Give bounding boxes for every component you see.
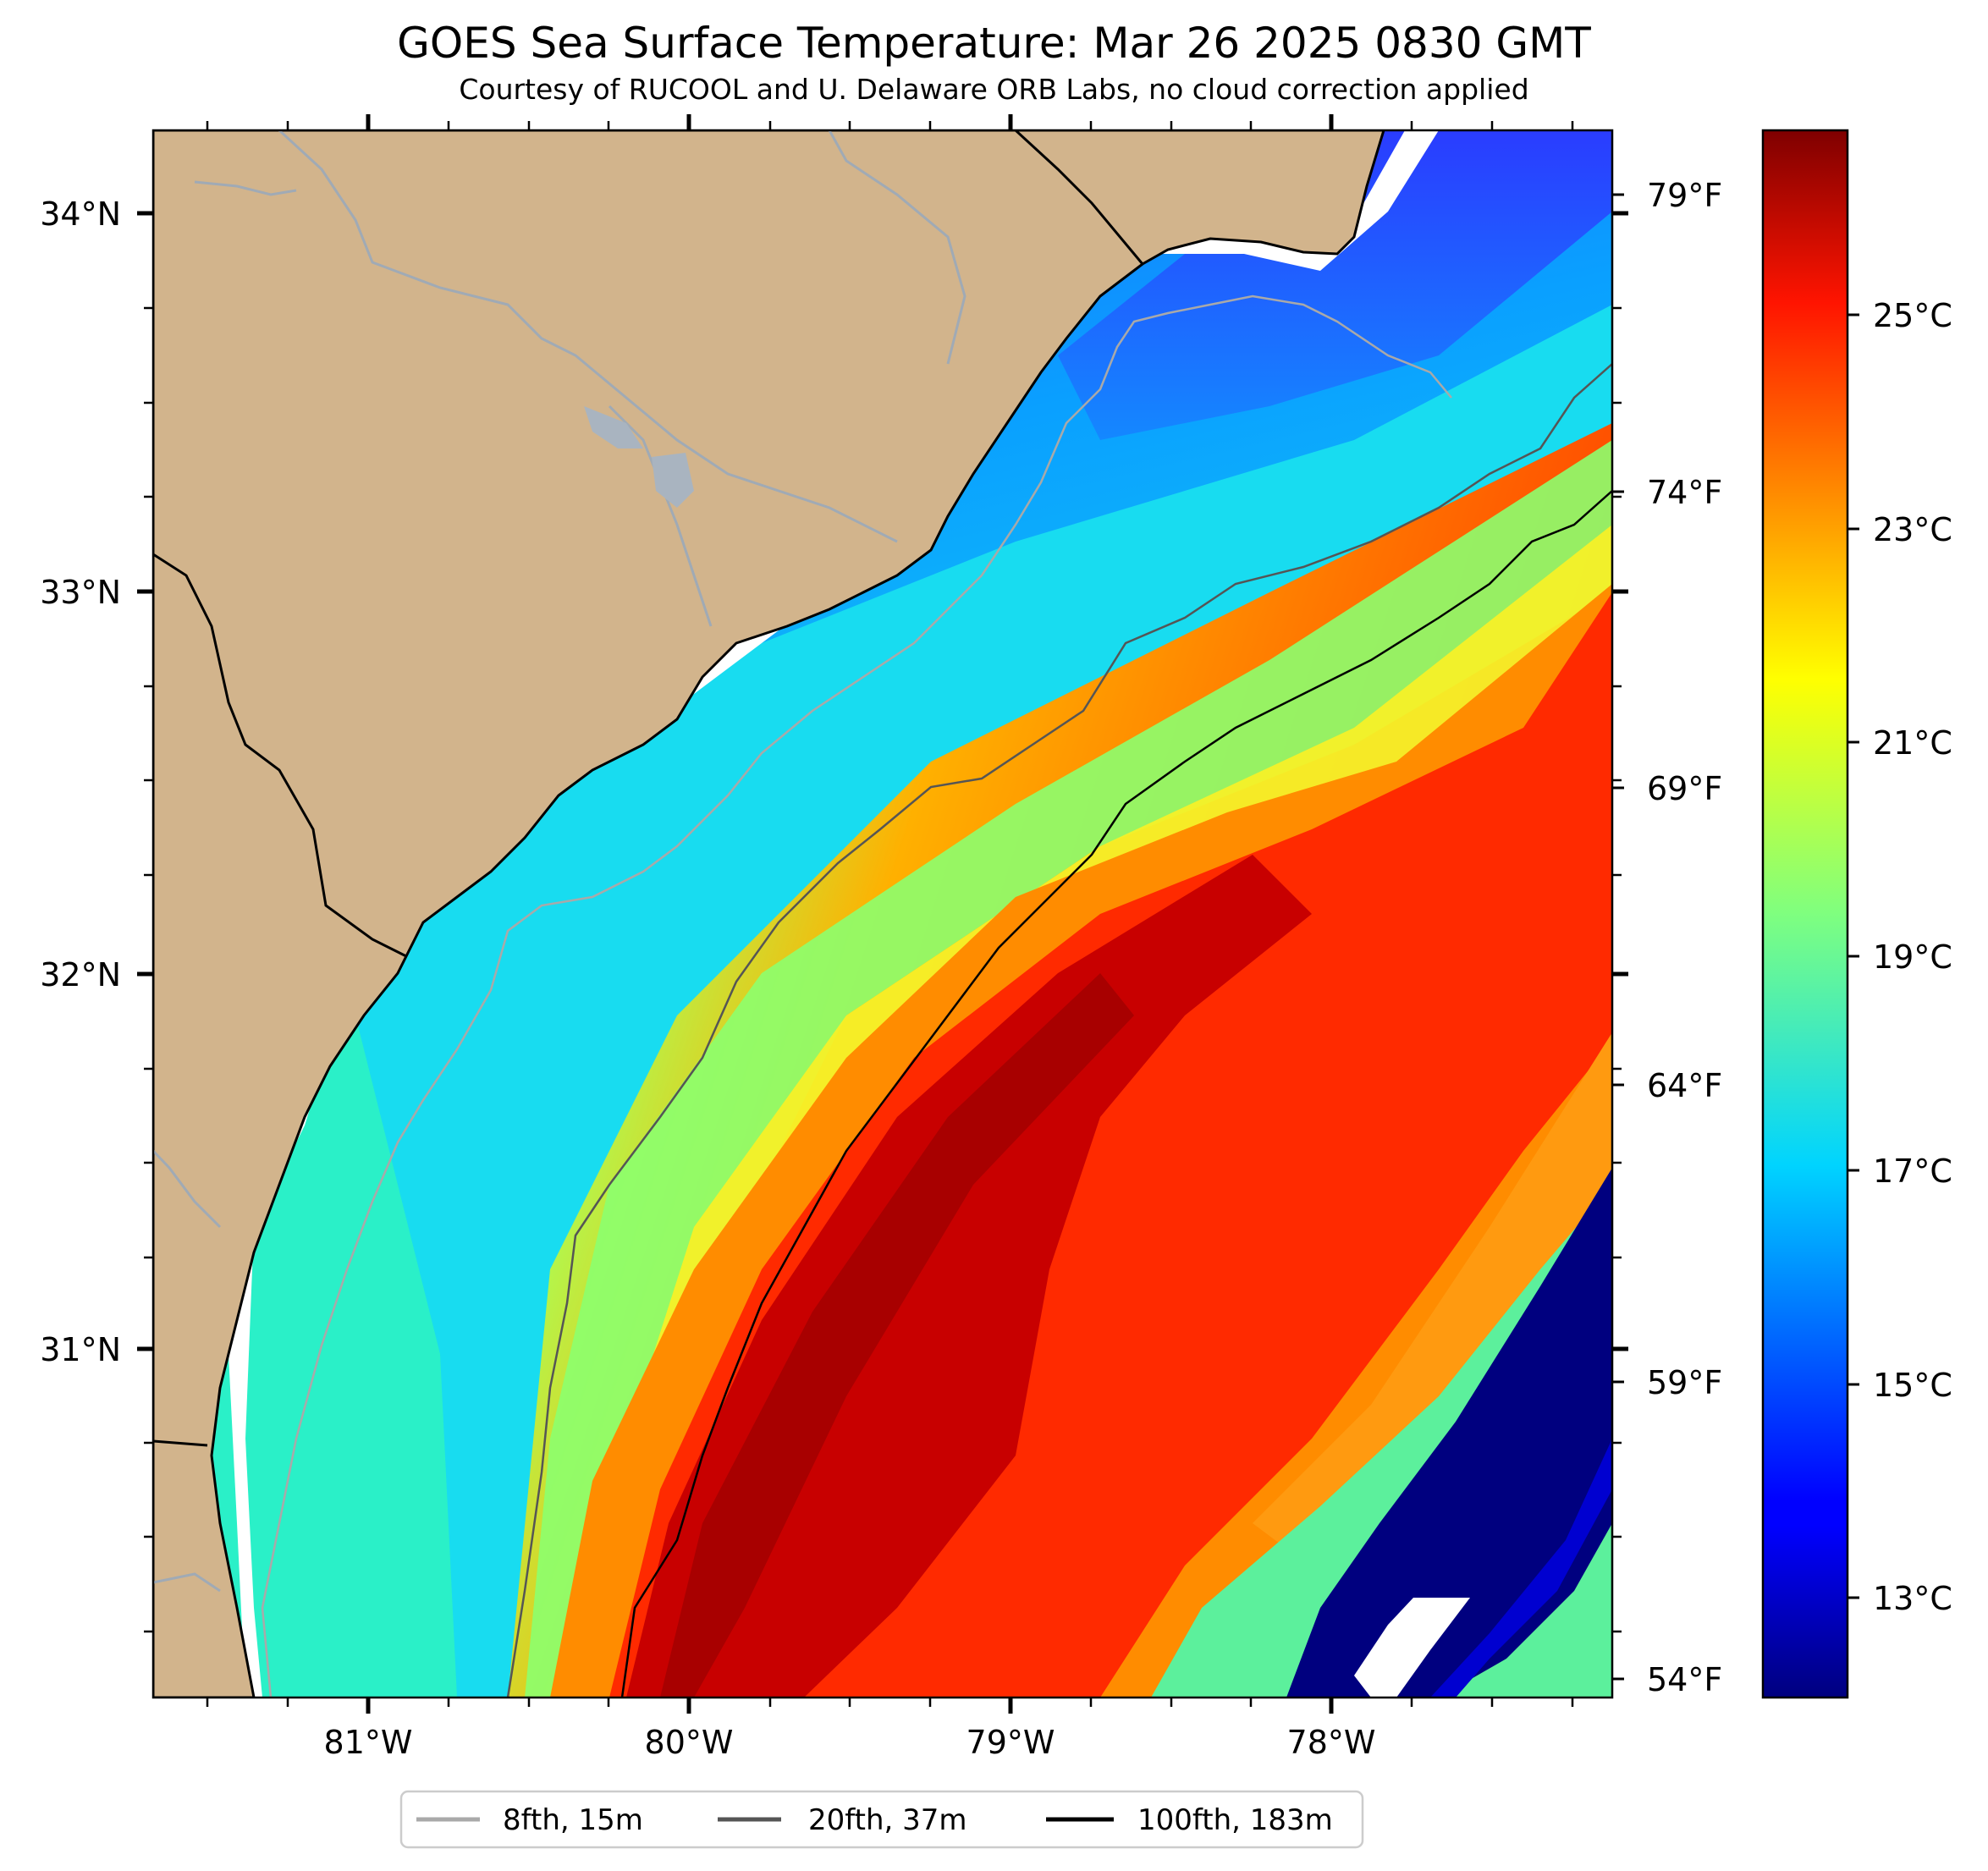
legend-label-100fth: 100fth, 183m [1137,1803,1333,1837]
map-title: GOES Sea Surface Temperature: Mar 26 202… [397,19,1591,68]
state-boundary-ga-fl [153,1439,208,1447]
colorbar-label-21: 21°C [1873,724,1952,762]
isobath-100fth [620,490,1612,1698]
fahrenheit-label-64: 64°F [1647,1067,1722,1104]
fahrenheit-label-54: 54°F [1647,1661,1722,1698]
legend-label-8fth: 8fth, 15m [503,1803,643,1837]
lake-moultrie [652,453,694,508]
lake-marion [584,406,643,448]
no-data-patch [1354,1598,1470,1698]
isobath-legend: 8fth, 15m 20fth, 37m 100fth, 183m [399,1790,1364,1849]
lon-label-79: 79°W [966,1724,1055,1761]
fahrenheit-label-79: 79°F [1647,177,1722,214]
colorbar-label-17: 17°C [1873,1153,1952,1190]
map-subtitle: Courtesy of RUCOOL and U. Delaware ORB L… [459,73,1529,106]
fahrenheit-label-59: 59°F [1647,1364,1722,1401]
legend-label-20fth: 20fth, 37m [808,1803,967,1837]
rivers [153,130,966,1593]
colorbar-label-15: 15°C [1873,1367,1952,1404]
fahrenheit-axis-ticks [1612,193,1624,1681]
land-mass [153,130,1385,1698]
colorbar-label-13: 13°C [1873,1580,1952,1617]
colorbar-label-25: 25°C [1873,297,1952,334]
lon-label-80: 80°W [645,1724,734,1761]
sst-northeast-cold-water [1058,130,1612,440]
map-plot-area [153,130,1612,1698]
colorbar-ticks [1848,313,1859,1599]
fahrenheit-label-74: 74°F [1647,474,1722,511]
map-frame [151,129,1614,1699]
state-boundary-sc-ga [153,553,407,958]
lon-label-78: 78°W [1287,1724,1376,1761]
colorbar [1761,129,1849,1699]
isobath-8fth [261,294,1452,1698]
colorbar-label-19: 19°C [1873,938,1952,976]
sst-offshore-cold-eddy [1286,1168,1612,1698]
major-ticks [137,114,1628,1714]
colorbar-label-23: 23°C [1873,511,1952,548]
sst-shelf-cool-water [153,130,1612,1698]
legend-box [399,1790,1364,1849]
state-boundary-nc-sc [1014,130,1144,265]
lat-label-31: 31°N [40,1331,121,1368]
sst-gulfstream-core-streak [660,973,1134,1698]
lat-label-33: 33°N [40,574,121,611]
lon-label-81: 81°W [324,1724,413,1761]
minor-ticks [144,121,1622,1707]
lat-label-32: 32°N [40,956,121,993]
lat-label-34: 34°N [40,195,121,233]
fahrenheit-label-69: 69°F [1647,770,1722,807]
sst-shelf-break-yellow-water [584,525,1612,1698]
isobath-20fth [506,363,1612,1698]
